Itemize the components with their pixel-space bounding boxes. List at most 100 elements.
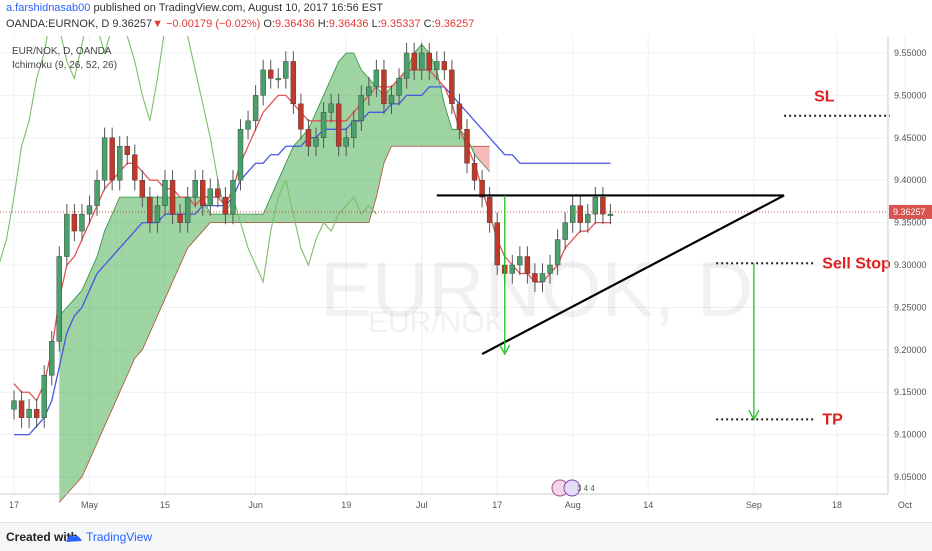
x-tick-label: 19 xyxy=(341,500,351,510)
candle-body xyxy=(245,120,251,130)
candle-body xyxy=(320,112,327,138)
candle-body xyxy=(313,137,319,147)
candle-body xyxy=(539,273,546,283)
legend-indicator: Ichimoku (9, 26, 52, 26) xyxy=(12,60,117,71)
annotation-label: SL xyxy=(814,89,835,106)
candle-body xyxy=(215,188,221,198)
candle-body xyxy=(290,61,297,105)
ohlc-line: OANDA:EURNOK, D 9.36257▼ −0.00179 (−0.02… xyxy=(6,18,474,30)
kijun-sen xyxy=(14,86,611,436)
candle-body xyxy=(124,146,130,155)
price-axis[interactable]: 9.55000 9.50000 9.45000 9.40000 9.35000 9.300… xyxy=(887,36,932,494)
tradingview-brand-link[interactable]: TradingView xyxy=(86,530,153,544)
candle-body xyxy=(434,61,440,71)
candle-body xyxy=(192,179,198,198)
footer: Created with TradingView xyxy=(0,522,932,551)
candle-body xyxy=(358,95,364,122)
candle-body xyxy=(252,95,259,122)
y-tick-label: 9.05000 xyxy=(894,472,927,482)
candle-body xyxy=(260,69,266,96)
price-tag-label: 9.36257 xyxy=(893,207,926,217)
last-price: 9.36257 xyxy=(112,18,153,30)
cloud-segment xyxy=(225,214,233,223)
candle-body xyxy=(222,196,229,215)
price-tag xyxy=(889,204,932,219)
candle-body xyxy=(64,213,70,257)
candle-body xyxy=(335,103,342,147)
x-tick-label: Jun xyxy=(248,500,263,510)
close-label: C: xyxy=(423,18,435,30)
cloud-segment xyxy=(217,214,226,223)
watermark-pair: EUR/NOK xyxy=(368,306,505,339)
y-tick-label: 9.30000 xyxy=(894,260,927,270)
candle-body xyxy=(49,341,55,376)
open-value: 9.36436 xyxy=(274,18,315,30)
cloud-segment xyxy=(338,52,347,223)
candle-body xyxy=(11,400,17,410)
cloud-segment xyxy=(165,197,173,299)
candle-body xyxy=(18,400,25,418)
y-tick-label: 9.15000 xyxy=(894,387,927,397)
cloud-segment xyxy=(134,197,143,359)
cloud-segment xyxy=(97,231,105,444)
events-icon[interactable]: 3 4 4 xyxy=(551,479,595,497)
candle-body xyxy=(33,408,40,418)
y-tick-label: 9.50000 xyxy=(894,90,927,100)
cloud-segment xyxy=(112,197,120,410)
candle-body xyxy=(56,256,62,342)
cloud-segment xyxy=(142,197,150,350)
low-label: L: xyxy=(371,18,381,30)
cloud-segment xyxy=(74,290,82,486)
trade-drawings: SL Sell Stop TP xyxy=(0,89,891,428)
cloud-segment xyxy=(451,129,460,147)
cloud-segment xyxy=(482,146,490,172)
ichimoku-cloud xyxy=(59,43,490,503)
tradingview-logo-icon[interactable] xyxy=(65,530,83,544)
cloud-segment xyxy=(89,256,98,461)
candle-body xyxy=(200,179,206,206)
cloud-segment xyxy=(104,214,113,427)
cloud-segment xyxy=(66,298,75,494)
candle-body xyxy=(283,61,289,79)
y-tick-label: 9.20000 xyxy=(894,345,927,355)
cloud-segment xyxy=(248,214,256,223)
candle-body xyxy=(388,95,395,105)
publish-header: a.farshidnasab00 published on TradingVie… xyxy=(0,0,932,36)
candle-body xyxy=(328,103,334,113)
candle-body xyxy=(79,213,85,232)
candle-body xyxy=(147,196,153,223)
candle-body xyxy=(101,137,108,181)
x-tick-label: 17 xyxy=(492,500,502,510)
candle-body xyxy=(524,256,531,274)
author-link[interactable]: a.farshidnasab00 xyxy=(6,2,91,14)
candle-body xyxy=(132,154,138,181)
x-tick-label: Aug xyxy=(565,500,581,510)
candle-body xyxy=(207,188,214,206)
candle-body xyxy=(139,179,146,198)
senkou-span-b xyxy=(59,145,490,503)
candlesticks xyxy=(11,42,614,428)
candle-body xyxy=(562,222,568,240)
candle-body xyxy=(592,196,599,215)
time-axis[interactable]: 17May15Jun19Jul17Aug14Sep18Oct16 xyxy=(0,493,932,510)
high-value: 9.36436 xyxy=(328,18,369,30)
svg-text:3 4 4: 3 4 4 xyxy=(577,484,595,493)
x-tick-label: 14 xyxy=(643,500,653,510)
annotation-label: Sell Stop xyxy=(822,255,891,272)
open-label: O: xyxy=(263,18,275,30)
y-tick-label: 9.10000 xyxy=(894,430,927,440)
cloud-segment xyxy=(444,103,452,147)
candle-body xyxy=(554,239,561,266)
candle-body xyxy=(426,52,432,71)
cloud-segment xyxy=(474,146,483,164)
candle-body xyxy=(169,179,176,215)
symbol-label: OANDA:EURNOK, D xyxy=(6,18,110,30)
cloud-segment xyxy=(149,197,158,333)
cloud-segment xyxy=(119,197,128,393)
candle-body xyxy=(305,129,312,147)
candle-body xyxy=(509,264,515,274)
cloud-segment xyxy=(81,273,90,478)
cloud-segment xyxy=(293,137,301,223)
